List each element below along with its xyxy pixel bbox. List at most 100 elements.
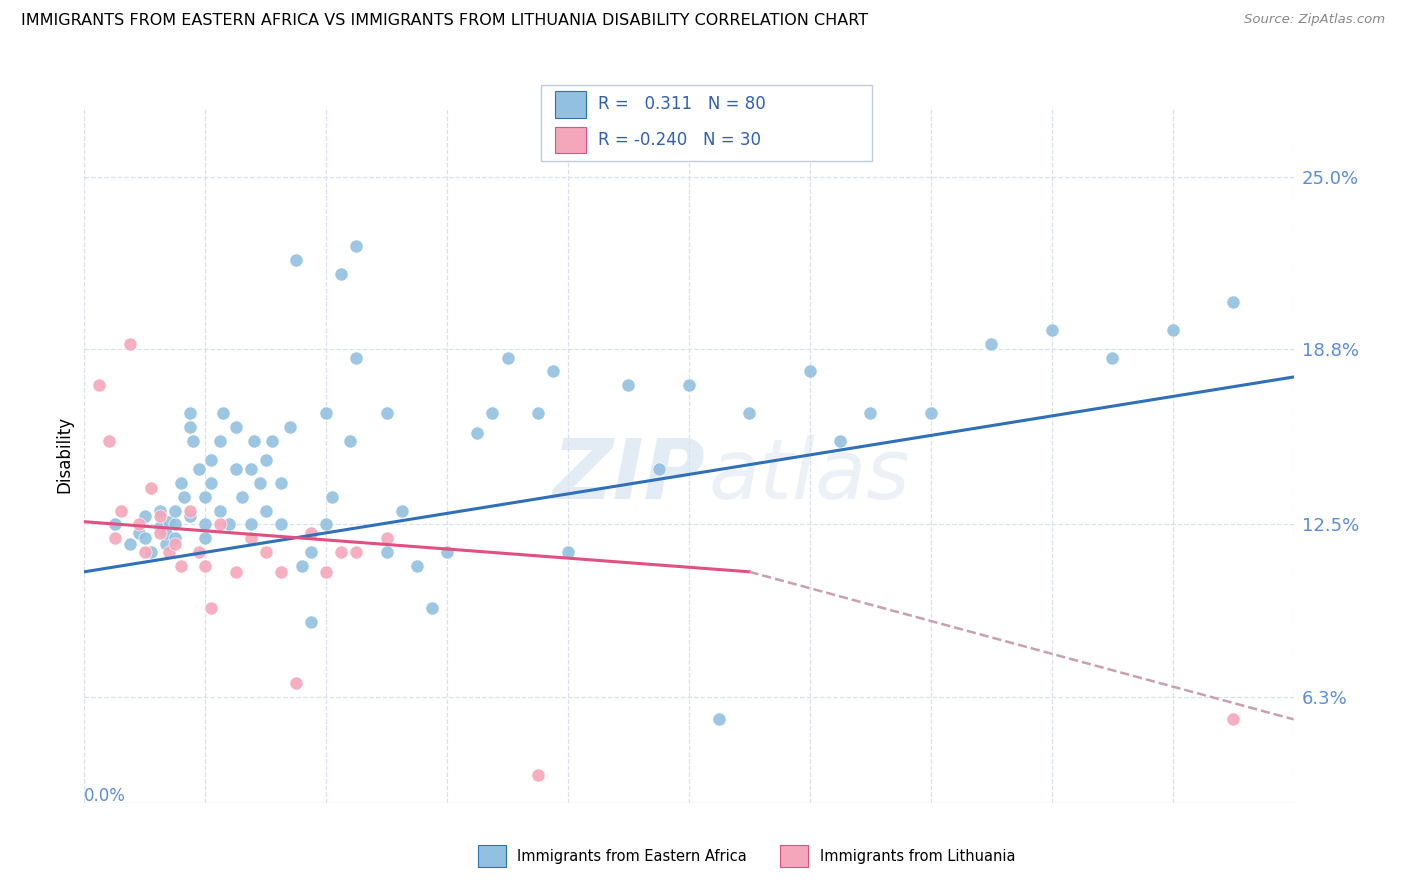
Point	[406, 559, 429, 574]
Point	[496, 351, 519, 365]
Point	[179, 503, 201, 517]
Point	[110, 503, 132, 517]
Point	[225, 565, 247, 579]
Point	[200, 475, 222, 490]
Point	[270, 565, 292, 579]
Text: R =   0.311   N = 80: R = 0.311 N = 80	[598, 95, 765, 113]
Point	[134, 532, 156, 546]
Point	[118, 537, 141, 551]
Point	[209, 503, 232, 517]
Point	[170, 475, 193, 490]
Point	[188, 462, 211, 476]
Point	[157, 545, 180, 559]
Point	[481, 406, 503, 420]
Point	[420, 601, 443, 615]
Point	[212, 406, 235, 420]
Point	[285, 676, 308, 690]
Point	[375, 406, 398, 420]
Point	[209, 517, 232, 532]
Point	[1101, 351, 1123, 365]
Point	[709, 712, 731, 726]
Text: Source: ZipAtlas.com: Source: ZipAtlas.com	[1244, 13, 1385, 27]
Point	[194, 517, 217, 532]
Point	[330, 267, 353, 281]
Point	[617, 378, 640, 392]
Point	[239, 517, 262, 532]
Point	[799, 364, 821, 378]
Point	[149, 520, 172, 534]
Point	[436, 545, 458, 559]
Point	[375, 545, 398, 559]
Point	[89, 378, 111, 392]
Text: Immigrants from Lithuania: Immigrants from Lithuania	[820, 849, 1015, 863]
Point	[179, 406, 201, 420]
Point	[299, 615, 322, 629]
Point	[173, 490, 195, 504]
Point	[155, 537, 177, 551]
Point	[165, 517, 187, 532]
Point	[920, 406, 942, 420]
Point	[278, 420, 301, 434]
Point	[346, 545, 368, 559]
Point	[179, 509, 201, 524]
Point	[128, 517, 150, 532]
Point	[104, 517, 127, 532]
Point	[315, 517, 337, 532]
Point	[104, 532, 127, 546]
Point	[128, 525, 150, 540]
Point	[557, 545, 579, 559]
Point	[254, 453, 277, 467]
Point	[678, 378, 700, 392]
Point	[209, 434, 232, 448]
Point	[346, 351, 368, 365]
Y-axis label: Disability: Disability	[55, 417, 73, 493]
Point	[134, 545, 156, 559]
Point	[242, 434, 264, 448]
Point	[239, 462, 262, 476]
Point	[299, 525, 322, 540]
Point	[260, 434, 283, 448]
Point	[194, 490, 217, 504]
Point	[541, 364, 564, 378]
Point	[254, 503, 277, 517]
Point	[980, 336, 1002, 351]
Point	[291, 559, 314, 574]
Point	[118, 336, 141, 351]
Point	[527, 406, 550, 420]
Point	[315, 565, 337, 579]
Point	[165, 532, 187, 546]
Point	[157, 515, 180, 529]
Point	[1161, 323, 1184, 337]
Point	[218, 517, 240, 532]
Point	[200, 601, 222, 615]
Point	[97, 434, 120, 448]
Text: 0.0%: 0.0%	[84, 788, 127, 805]
Point	[200, 453, 222, 467]
Point	[321, 490, 343, 504]
Point	[231, 490, 253, 504]
Point	[149, 509, 172, 524]
Point	[139, 545, 162, 559]
Point	[270, 475, 292, 490]
Point	[139, 481, 162, 495]
Point	[830, 434, 852, 448]
Point	[648, 462, 671, 476]
Point	[1222, 294, 1244, 309]
Point	[134, 509, 156, 524]
Point	[249, 475, 271, 490]
Point	[254, 545, 277, 559]
Point	[155, 525, 177, 540]
Point	[181, 434, 204, 448]
Point	[149, 525, 172, 540]
Text: Immigrants from Eastern Africa: Immigrants from Eastern Africa	[517, 849, 747, 863]
Point	[179, 420, 201, 434]
Point	[738, 406, 761, 420]
Point	[315, 406, 337, 420]
Point	[194, 532, 217, 546]
Point	[375, 532, 398, 546]
Point	[527, 768, 550, 782]
Point	[270, 517, 292, 532]
Point	[1040, 323, 1063, 337]
Point	[194, 559, 217, 574]
Point	[188, 545, 211, 559]
